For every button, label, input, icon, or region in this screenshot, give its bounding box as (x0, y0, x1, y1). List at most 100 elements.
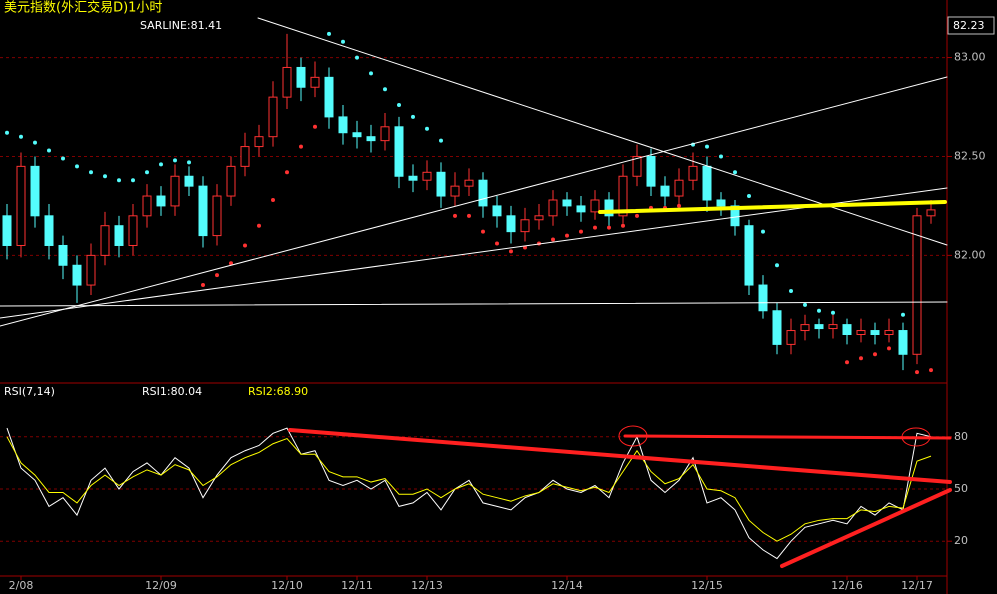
sar-dot (579, 229, 583, 234)
candle-body (590, 199, 600, 213)
candle-body (506, 215, 516, 233)
sar-dot (495, 241, 499, 246)
sar-dot (215, 273, 219, 278)
y-tick-label: 82.00 (954, 248, 986, 261)
plot-area: 82.00 82.50 83.00 20 50 80 2/08 12/09 12/10 12/11… (0, 31, 986, 592)
candle-body (30, 165, 40, 217)
candle-body (86, 254, 96, 286)
sar-dot (565, 233, 569, 238)
marker-line (288, 428, 952, 484)
sar-dot (117, 178, 121, 183)
price-label: 82.23 (953, 19, 985, 32)
annotations (0, 17, 952, 568)
candle-body (870, 330, 880, 336)
circle-mark (618, 425, 648, 447)
sar-dot (873, 352, 877, 357)
sar-dot (145, 170, 149, 175)
candle-body (2, 215, 12, 246)
sar-dot (915, 370, 919, 375)
candle-body (716, 199, 726, 207)
sar-dot (341, 39, 345, 44)
candle-body (240, 146, 250, 167)
sar-dot (747, 194, 751, 199)
sar-dot (75, 164, 79, 169)
candle-body (394, 126, 404, 177)
x-tick-label: 12/16 (831, 579, 863, 592)
candle-body (534, 215, 544, 221)
sar-dot (5, 130, 9, 135)
y-tick-label: 80 (954, 430, 968, 443)
candle-body (898, 330, 908, 355)
candle-body (576, 205, 586, 213)
candle-body (324, 76, 334, 118)
sar-dot (705, 144, 709, 149)
sar-dot (131, 178, 135, 183)
sar-dot (355, 55, 359, 60)
x-tick-label: 12/14 (551, 579, 583, 592)
x-tick-label: 12/10 (271, 579, 303, 592)
candle-body (884, 330, 894, 336)
sar-dot (453, 213, 457, 218)
sar-dot (229, 261, 233, 266)
sar-dot (593, 225, 597, 230)
sar-dot (411, 114, 415, 119)
candle-body (912, 215, 922, 355)
sar-dot (509, 249, 513, 254)
sar-dot (89, 170, 93, 175)
candle-body (842, 324, 852, 336)
sar-dot (425, 126, 429, 131)
marker-line (623, 434, 952, 440)
sar-dot (607, 225, 611, 230)
sar-dot (33, 140, 37, 145)
candle-body (380, 126, 390, 142)
candle-body (548, 199, 558, 217)
sar-dot (929, 368, 933, 373)
candle-body (408, 175, 418, 181)
candle-body (58, 244, 68, 266)
x-tick-label: 2/08 (9, 579, 34, 592)
candle-body (156, 195, 166, 207)
sar-dot (789, 288, 793, 293)
candle-body (170, 175, 180, 207)
sar-dot (47, 148, 51, 153)
sar-dot (803, 302, 807, 307)
candle-body (310, 76, 320, 88)
candle-body (520, 219, 530, 233)
sar-dot (173, 158, 177, 163)
candle-body (296, 66, 306, 88)
candle-body (254, 136, 264, 148)
legend-entry: SARLINE:81.41 (140, 19, 222, 32)
candle-body (16, 165, 26, 246)
candle-body (646, 155, 656, 187)
sar-dot (859, 356, 863, 361)
sar-dot (677, 203, 681, 208)
y-tick-label: 50 (954, 482, 968, 495)
sar-dot (831, 310, 835, 315)
sar-dot (299, 144, 303, 149)
candle-body (226, 165, 236, 197)
sar-dot (775, 263, 779, 268)
candle-body (212, 195, 222, 237)
sar-dot (285, 170, 289, 175)
marker-line (780, 488, 952, 568)
sar-dot (61, 156, 65, 161)
candle-body (366, 136, 376, 142)
trend-line (0, 187, 948, 319)
legend-entry: RSI1:80.04 (142, 385, 202, 398)
candle-body (828, 324, 838, 330)
circle-mark (901, 427, 931, 447)
x-tick-label: 12/11 (341, 579, 373, 592)
candle-body (436, 171, 446, 197)
sar-dot (243, 243, 247, 248)
sar-dot (383, 87, 387, 92)
candle-body (72, 264, 82, 286)
sar-dot (397, 103, 401, 108)
sar-dot (635, 213, 639, 218)
candle-body (128, 215, 138, 246)
candle-body (478, 179, 488, 207)
candle-body (492, 205, 502, 217)
candle-body (688, 165, 698, 181)
sar-dot (187, 160, 191, 165)
